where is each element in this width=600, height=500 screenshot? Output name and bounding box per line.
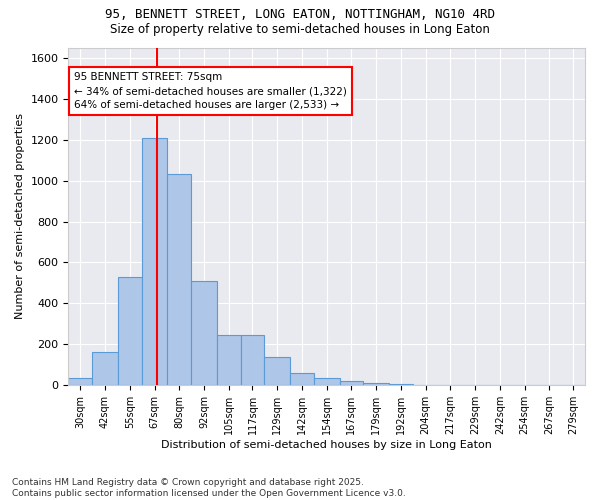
- Bar: [314, 378, 340, 386]
- Text: Size of property relative to semi-detached houses in Long Eaton: Size of property relative to semi-detach…: [110, 22, 490, 36]
- Bar: [241, 335, 265, 386]
- Bar: [142, 138, 167, 386]
- Text: 95, BENNETT STREET, LONG EATON, NOTTINGHAM, NG10 4RD: 95, BENNETT STREET, LONG EATON, NOTTINGH…: [105, 8, 495, 20]
- Bar: [167, 174, 191, 386]
- Bar: [191, 281, 217, 386]
- Y-axis label: Number of semi-detached properties: Number of semi-detached properties: [15, 114, 25, 320]
- Text: Contains HM Land Registry data © Crown copyright and database right 2025.
Contai: Contains HM Land Registry data © Crown c…: [12, 478, 406, 498]
- Bar: [68, 378, 92, 386]
- Bar: [340, 382, 364, 386]
- Bar: [389, 384, 413, 386]
- Bar: [265, 356, 290, 386]
- Bar: [92, 352, 118, 386]
- Bar: [413, 384, 439, 386]
- Bar: [364, 384, 389, 386]
- X-axis label: Distribution of semi-detached houses by size in Long Eaton: Distribution of semi-detached houses by …: [161, 440, 492, 450]
- Bar: [217, 335, 241, 386]
- Text: 95 BENNETT STREET: 75sqm
← 34% of semi-detached houses are smaller (1,322)
64% o: 95 BENNETT STREET: 75sqm ← 34% of semi-d…: [74, 72, 347, 110]
- Bar: [290, 373, 314, 386]
- Bar: [118, 277, 142, 386]
